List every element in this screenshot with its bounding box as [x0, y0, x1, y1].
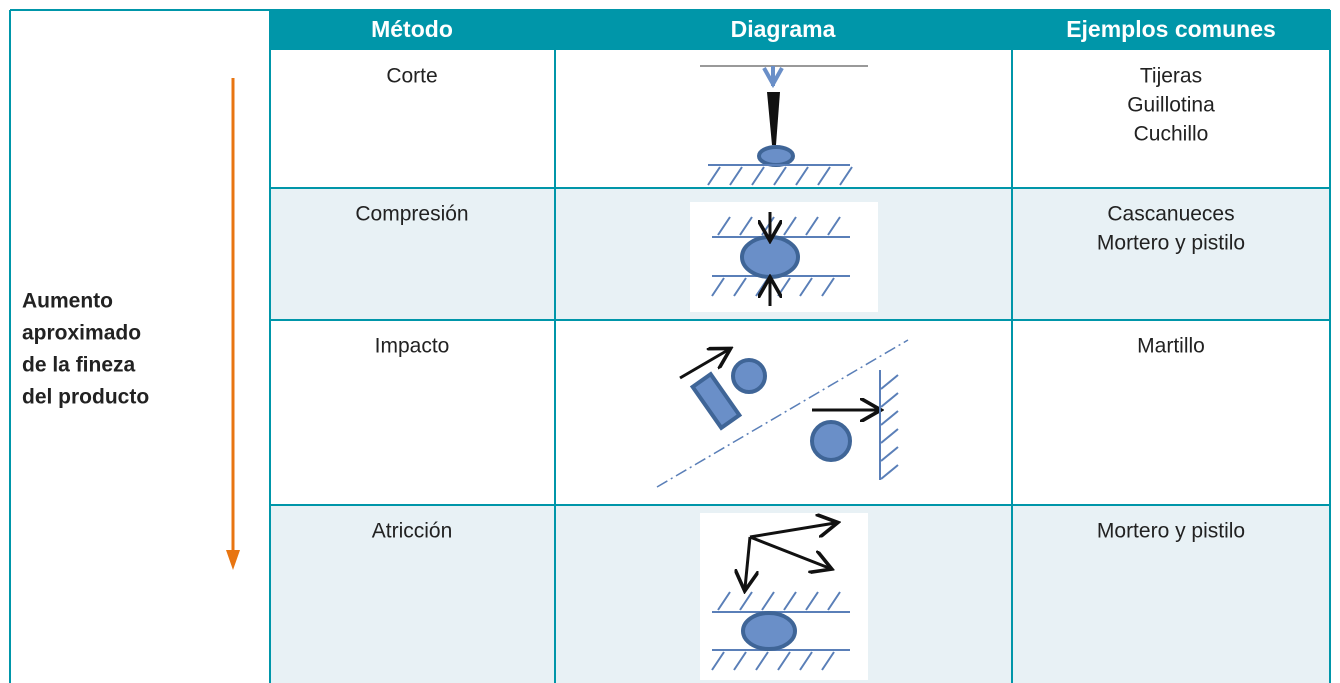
attrition-diagram [700, 513, 868, 680]
example-cell: Guillotina [1127, 94, 1215, 117]
hatch [827, 591, 841, 611]
side-label: Aumento aproximado de la fineza del prod… [22, 290, 149, 409]
hatch [839, 166, 853, 186]
hatch [761, 591, 775, 611]
side-label-line: del producto [22, 386, 149, 409]
example-cell: Cascanueces [1107, 203, 1234, 226]
example-cell: Martillo [1137, 335, 1205, 358]
header-band [270, 10, 1330, 50]
hatch [777, 651, 791, 671]
method-cell: Compresión [355, 203, 468, 226]
hatch [773, 166, 787, 186]
header-cell: Ejemplos comunes [1066, 16, 1276, 42]
cut-diagram [700, 65, 868, 186]
hatch [755, 651, 769, 671]
header-cell: Método [371, 16, 453, 42]
hatch [880, 392, 899, 408]
compression-diagram [690, 202, 878, 312]
header-cell: Diagrama [731, 16, 836, 42]
hatch [739, 216, 753, 236]
hatch [799, 277, 813, 297]
method-cell: Impacto [375, 335, 450, 358]
header-row: Método Diagrama Ejemplos comunes [371, 16, 1276, 42]
hatch [707, 166, 721, 186]
hatch [717, 216, 731, 236]
hatch [733, 277, 747, 297]
hatch [880, 428, 899, 444]
hatch [805, 216, 819, 236]
side-label-line: Aumento [22, 290, 113, 313]
hatch [827, 216, 841, 236]
hatch [880, 446, 899, 462]
method-cell: Atricción [372, 520, 453, 543]
example-cell: Mortero y pistilo [1097, 520, 1245, 543]
hatch [795, 166, 809, 186]
hatch [751, 166, 765, 186]
hatch [733, 651, 747, 671]
hatch [880, 464, 899, 480]
hatch [729, 166, 743, 186]
hatch [711, 651, 725, 671]
grid [9, 9, 1331, 683]
hatch [799, 651, 813, 671]
table-body: Corte Tijeras Guillotina Cuchillo Compresión… [355, 65, 1245, 543]
method-cell: Corte [386, 65, 437, 88]
side-label-line: aproximado [22, 322, 141, 345]
side-label-line: de la fineza [22, 354, 136, 377]
hatch [739, 591, 753, 611]
example-cell: Tijeras [1140, 65, 1202, 88]
hatch [821, 277, 835, 297]
hatch [817, 166, 831, 186]
hatch [880, 374, 899, 390]
hatch [805, 591, 819, 611]
example-cell: Cuchillo [1134, 123, 1209, 146]
impact-diagram [656, 339, 909, 488]
hatch [783, 216, 797, 236]
example-cell: Mortero y pistilo [1097, 232, 1245, 255]
hatch [880, 410, 899, 426]
hatch [821, 651, 835, 671]
hatch [717, 591, 731, 611]
hatch [711, 277, 725, 297]
hatch [783, 591, 797, 611]
fineness-arrow [226, 78, 240, 570]
